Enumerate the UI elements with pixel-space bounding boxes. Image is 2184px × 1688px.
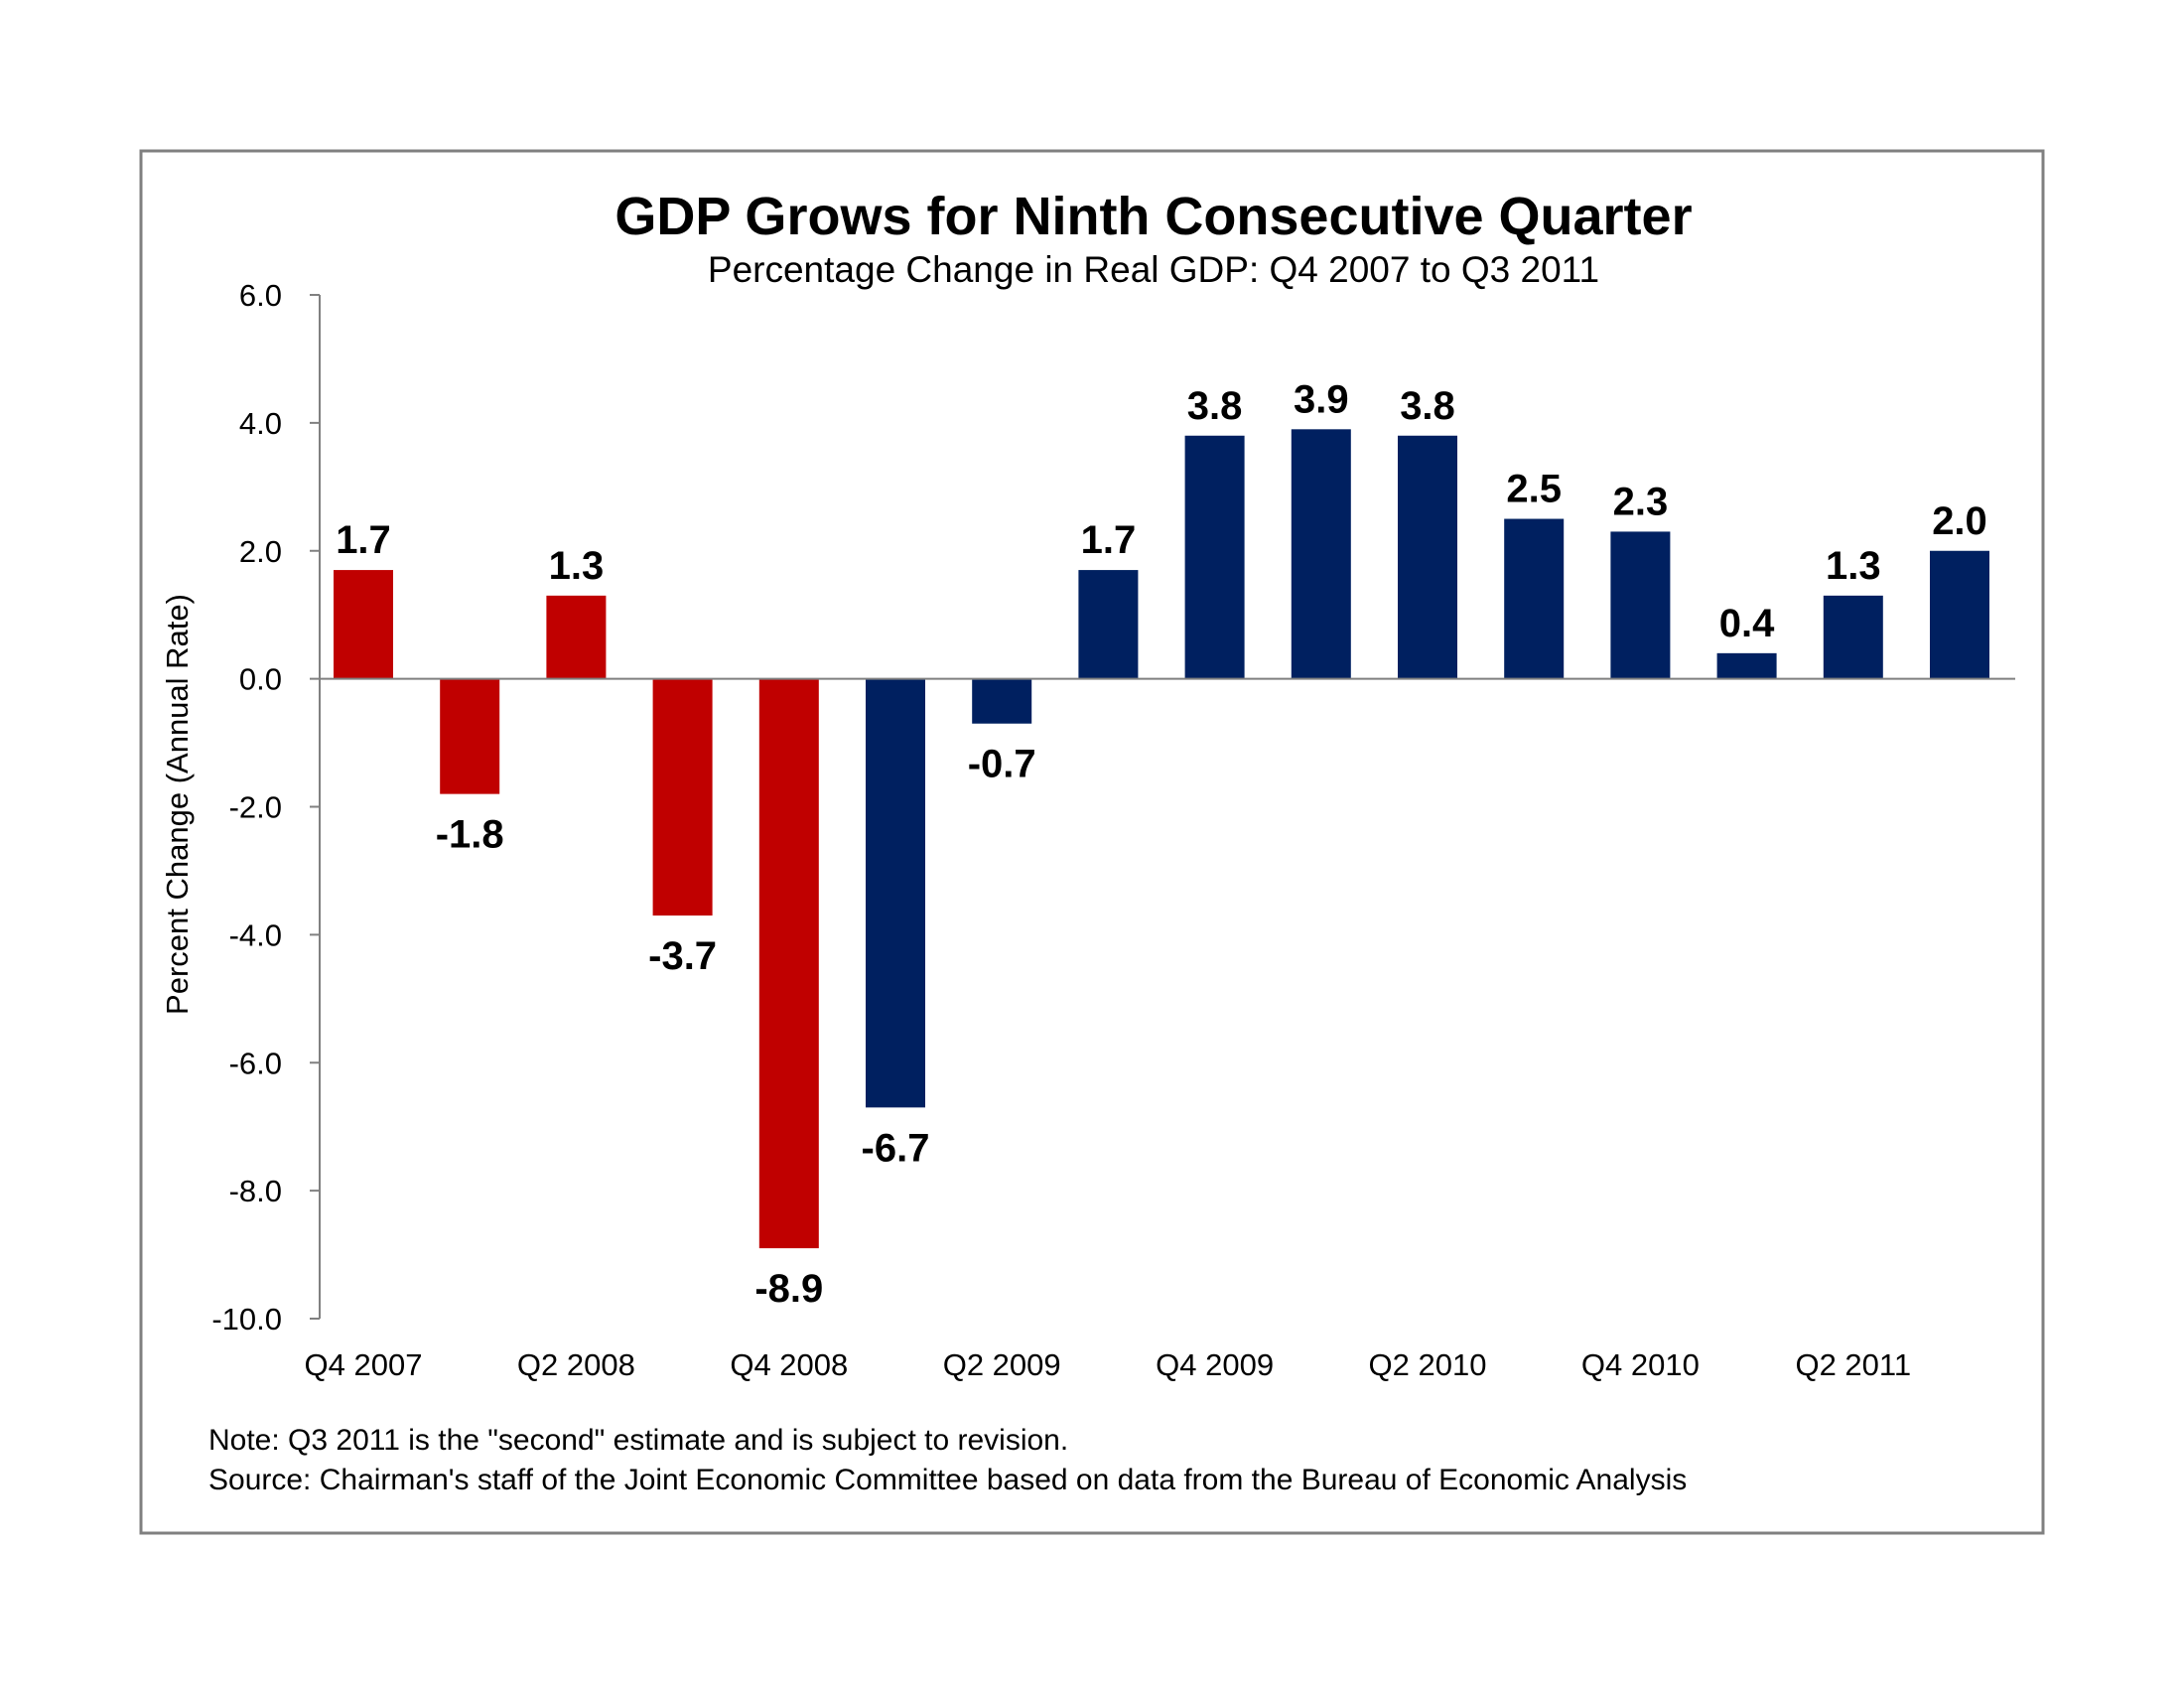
value-label: 2.0 (1932, 499, 1987, 543)
bar-q3-2008 (652, 678, 713, 916)
value-label: 3.9 (1294, 377, 1349, 421)
value-label: 1.3 (549, 544, 605, 588)
x-tick-label: Q2 2010 (1369, 1347, 1487, 1382)
y-tick-label: -6.0 (229, 1046, 282, 1080)
value-label: 3.8 (1400, 384, 1455, 428)
y-tick-label: 2.0 (239, 534, 282, 569)
y-axis: 6.0 4.0 2.0 0.0 -2.0 -4.0 -6.0 -8.0 -10.0 (211, 278, 321, 1336)
x-tick-label: Q2 2009 (943, 1347, 1061, 1382)
x-tick-label: Q2 2011 (1795, 1347, 1911, 1382)
y-tick-label: 0.0 (239, 662, 282, 697)
value-label: 3.8 (1187, 384, 1243, 428)
bar-q4-2010 (1610, 531, 1671, 679)
bar-q2-2008 (546, 595, 607, 679)
value-label: -8.9 (754, 1267, 823, 1311)
bar-q3-2010 (1504, 518, 1565, 679)
value-label: 1.7 (336, 518, 391, 562)
value-labels: 1.7 -1.8 1.3 -3.7 -8.9 -6.7 -0.7 1.7 3.8 3.9 3.8 2.… (336, 377, 1987, 1311)
value-label: 1.7 (1081, 518, 1137, 562)
bar-q3-2011 (1930, 550, 1989, 679)
value-label: -1.8 (436, 813, 504, 857)
x-axis: Q4 2007 Q2 2008 Q4 2008 Q2 2009 Q4 2009 Q2 20… (305, 677, 2015, 1382)
y-tick-label: 4.0 (239, 406, 282, 441)
x-tick-label: Q4 2008 (730, 1347, 848, 1382)
bars (334, 429, 1989, 1249)
x-tick-label: Q4 2010 (1581, 1347, 1700, 1382)
chart-frame (139, 149, 2045, 1535)
bar-q3-2009 (1078, 570, 1139, 679)
y-tick-label: -10.0 (211, 1302, 282, 1336)
value-label: -6.7 (862, 1126, 930, 1170)
x-tick-label: Q2 2008 (517, 1347, 635, 1382)
y-tick-label: -4.0 (229, 917, 282, 952)
bar-q2-2011 (1823, 595, 1883, 679)
bar-q1-2009 (866, 678, 925, 1108)
bar-q1-2008 (440, 678, 500, 794)
value-label: -3.7 (648, 934, 717, 978)
chart-title: GDP Grows for Ninth Consecutive Quarter (614, 187, 1692, 246)
bar-q1-2011 (1716, 652, 1777, 679)
value-label: 2.3 (1613, 480, 1669, 523)
bar-q2-2009 (972, 678, 1032, 724)
value-label: -0.7 (968, 743, 1036, 786)
bar-q1-2010 (1291, 429, 1351, 679)
bar-q4-2009 (1184, 435, 1245, 679)
bar-q2-2010 (1398, 435, 1457, 679)
bar-q4-2007 (334, 570, 393, 679)
note-text: Note: Q3 2011 is the "second" estimate a… (208, 1424, 1068, 1457)
x-tick-label: Q4 2007 (305, 1347, 423, 1382)
x-tick-label: Q4 2009 (1156, 1347, 1274, 1382)
chart-subtitle: Percentage Change in Real GDP: Q4 2007 t… (708, 249, 1599, 290)
bar-q4-2008 (758, 678, 819, 1249)
value-label: 0.4 (1719, 602, 1775, 645)
y-tick-label: -8.0 (229, 1174, 282, 1208)
y-tick-label: 6.0 (239, 278, 282, 313)
y-axis-label: Percent Change (Annual Rate) (160, 594, 195, 1015)
source-text: Source: Chairman's staff of the Joint Ec… (208, 1464, 1687, 1496)
value-label: 1.3 (1826, 544, 1881, 588)
value-label: 2.5 (1506, 468, 1562, 511)
y-tick-label: -2.0 (229, 790, 282, 825)
